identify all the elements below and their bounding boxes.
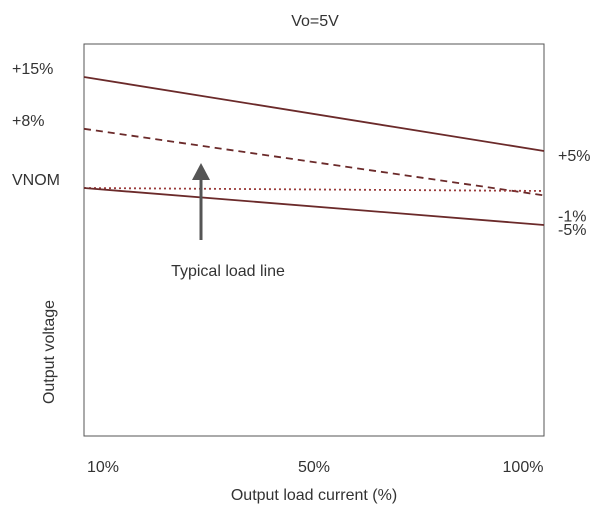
series-group	[83, 76, 545, 226]
x-tick-labels: 10% 50% 100%	[87, 459, 543, 476]
annotation-arrow-group	[192, 163, 210, 240]
left-label-2: VNOM	[12, 172, 60, 189]
annotation-label: Typical load line	[171, 263, 285, 280]
series-line-dashed-1	[83, 127, 545, 197]
series-line-dotted-2	[83, 187, 545, 192]
left-label-1: +8%	[12, 113, 44, 130]
left-label-0: +15%	[12, 61, 53, 78]
chart-title: Vo=5V	[291, 13, 339, 30]
right-label-1: -1%	[558, 209, 586, 226]
plot-area-frame	[83, 43, 545, 437]
x-tick-label-0: 10%	[87, 459, 119, 476]
left-voltage-labels: +15% +8% VNOM	[12, 61, 60, 189]
series-line-solid-0	[83, 76, 545, 152]
series-line-solid-3	[83, 187, 545, 226]
right-voltage-labels: +5% -1%-5%	[558, 148, 590, 239]
x-tick-label-1: 50%	[298, 459, 330, 476]
y-axis-label: Output voltage	[41, 300, 58, 404]
x-tick-label-2: 100%	[503, 459, 544, 476]
annotation-arrow-head	[192, 163, 210, 180]
right-label-2: -5%	[558, 222, 586, 239]
right-label-0: +5%	[558, 148, 590, 165]
x-axis-label: Output load current (%)	[231, 487, 397, 504]
